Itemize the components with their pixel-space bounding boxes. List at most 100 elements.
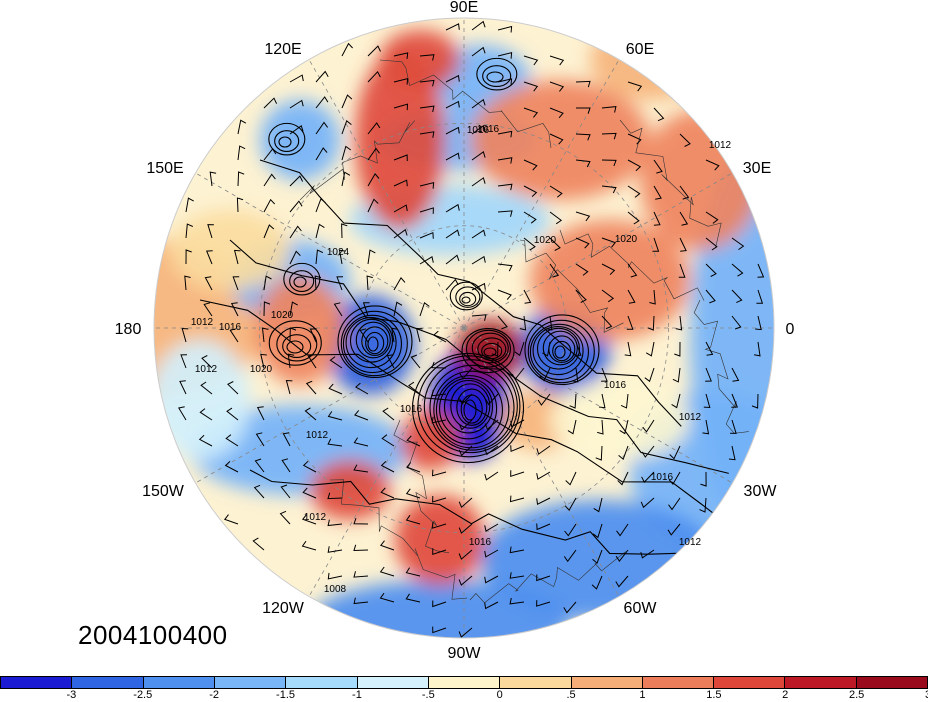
wind-barb: [458, 445, 473, 457]
wind-barb: [366, 275, 373, 291]
wind-barb: [315, 223, 325, 239]
longitude-label: 30E: [743, 160, 771, 177]
wind-barb: [327, 492, 343, 500]
isobar: [433, 370, 510, 449]
wind-barb: [536, 523, 551, 531]
wind-barb: [393, 154, 408, 162]
wind-barb: [642, 419, 655, 433]
colorbar-label: -2.5: [133, 689, 153, 701]
isobar: [455, 286, 481, 308]
wind-barb: [237, 145, 246, 161]
wind-barb: [667, 523, 681, 536]
wind-barb: [382, 407, 395, 421]
wind-barb: [627, 133, 642, 145]
colorbar-swatch: [785, 677, 857, 688]
wind-barb: [307, 354, 317, 369]
wind-barb: [675, 315, 683, 331]
wind-barb: [393, 179, 408, 187]
wind-barb: [627, 81, 643, 92]
wind-barb: [419, 207, 434, 214]
wind-barb: [592, 523, 603, 539]
wind-barb: [445, 229, 460, 239]
colorbar-swatch: [72, 677, 144, 688]
wind-barb: [338, 249, 346, 265]
wind-barb: [616, 523, 629, 537]
wind-barb: [327, 438, 343, 447]
anomaly-blob: [640, 110, 760, 250]
meridian-line: [195, 327, 465, 484]
colorbar-swatch: [1, 677, 73, 688]
wind-barb: [305, 380, 317, 395]
colorbar-labels: -3 -2.5 -2 -1.5 -1 -.5 0 .5 1 1.5 2 2.5 3: [0, 689, 928, 702]
wind-barb: [591, 575, 603, 590]
wind-barb: [279, 510, 291, 525]
wind-barb: [458, 549, 473, 560]
wind-barb: [329, 356, 343, 369]
longitude-labels: 90E 60E 30E 0 30W 60W 90W 120W 150W 180 150E 120E: [115, 0, 795, 662]
wind-barb: [458, 497, 473, 509]
coastline: [559, 229, 705, 301]
wind-barb: [315, 96, 329, 109]
anomaly-blob: [310, 460, 390, 520]
wind-barb: [575, 263, 589, 276]
wind-barb: [575, 159, 591, 168]
meridian-line: [463, 327, 733, 484]
wind-barb: [601, 315, 613, 330]
wind-barb: [497, 289, 512, 300]
wind-barb: [523, 107, 539, 118]
wind-barb: [567, 419, 577, 435]
anomaly-blob: [170, 210, 290, 290]
wind-barb: [285, 379, 293, 395]
wind-barb: [327, 411, 343, 421]
wind-barb: [574, 341, 582, 356]
anomaly-blob: [530, 220, 690, 340]
wind-barb: [497, 183, 513, 191]
wind-barb: [497, 315, 508, 330]
wind-barb: [419, 105, 435, 113]
wind-barb: [289, 74, 304, 83]
wind-barb: [393, 103, 409, 111]
wind-barb: [353, 518, 369, 525]
wind-barb: [445, 203, 460, 213]
wind-barb: [510, 419, 525, 428]
wind-barb: [644, 367, 655, 383]
isobar: [268, 320, 322, 366]
wind-barb: [381, 434, 395, 447]
wind-barb: [458, 419, 473, 431]
wind-barb: [459, 393, 473, 405]
wind-barb: [678, 263, 686, 278]
wind-barb: [549, 55, 565, 66]
wind-barb: [432, 548, 447, 555]
wind-barb: [509, 546, 525, 554]
isobar: [349, 318, 394, 363]
wind-barb: [647, 315, 655, 331]
wind-barb: [668, 497, 681, 511]
isobar: [529, 323, 589, 381]
wind-barb: [601, 289, 615, 303]
isobar: [482, 65, 512, 88]
wind-barb: [230, 302, 239, 317]
wind-barb: [445, 152, 460, 161]
wind-barb: [640, 497, 655, 509]
wind-barb: [445, 126, 460, 135]
wind-barb: [509, 597, 525, 605]
colorbar-swatch: [571, 677, 643, 688]
wind-barb: [699, 497, 707, 513]
wind-barb: [263, 198, 276, 213]
wind-barb: [333, 302, 343, 317]
coastline: [329, 479, 468, 600]
wind-barb: [601, 185, 617, 194]
wind-barb: [289, 200, 303, 213]
wind-barb: [353, 464, 369, 473]
isobar: [337, 305, 413, 379]
contour-label: 1020: [271, 310, 294, 321]
wind-barb: [619, 419, 629, 435]
wind-barb: [576, 107, 591, 114]
wind-barb: [575, 289, 587, 303]
colorbar-swatch: [428, 677, 501, 688]
wind-barb: [536, 471, 551, 480]
colorbar-swatch: [714, 677, 786, 688]
wind-barb: [458, 523, 473, 534]
wind-barb: [523, 55, 539, 66]
wind-barb: [536, 497, 551, 505]
